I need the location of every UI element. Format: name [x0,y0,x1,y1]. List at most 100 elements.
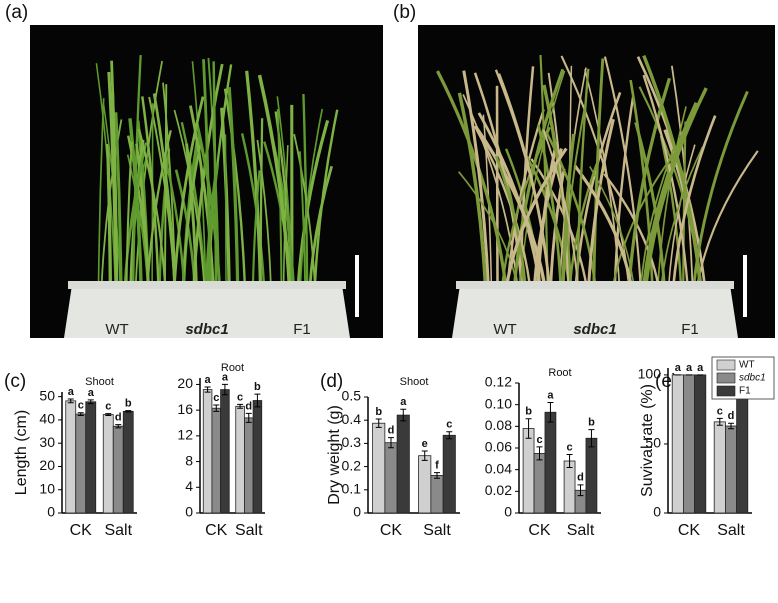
x-tick-label: Salt [235,522,263,539]
panel-label: (b) [393,2,416,23]
leaf [298,151,307,286]
leaf [458,171,518,286]
y-tick-label: 0.12 [485,374,512,390]
leaf [587,118,615,286]
y-tick-label: 0 [653,504,661,520]
significance-letter: d [115,411,122,423]
error-bar [237,403,244,409]
leaf [189,105,215,286]
genotype-label: F1 [293,321,311,338]
leaf [259,118,264,286]
bar [252,400,263,514]
x-tick-label: CK [528,522,551,539]
significance-letter: c [237,391,243,403]
y-tick-label: 0 [353,504,361,520]
leaf [212,61,218,286]
error-bar [115,424,122,429]
error-bar [77,412,84,417]
leaf [603,56,642,286]
error-bar [536,446,543,461]
error-bar [105,413,112,417]
significance-letter: c [567,441,573,453]
bar [694,374,707,514]
significance-letter: a [222,371,229,383]
bar [235,405,245,514]
y-tick-label: 0.06 [485,439,512,455]
leaf [313,109,339,286]
error-bar [245,412,252,423]
error-bar [388,437,394,449]
bar [713,421,726,514]
error-bar [254,393,261,408]
chart-title: Root [548,367,571,379]
error-bar [87,399,94,405]
error-bar [566,454,573,468]
significance-letter: d [388,425,395,437]
leaf [672,115,717,286]
leaf [642,74,689,286]
error-bar [221,383,228,396]
y-tick-label: 40 [39,411,55,427]
y-tick-label: 50 [645,435,661,451]
leaf [256,139,272,286]
leaf [163,154,186,286]
bar [671,374,684,514]
bar [396,414,410,514]
error-bar [213,404,220,412]
bar [384,442,398,514]
leaf [110,91,119,286]
genotype-label: WT [105,321,128,338]
leaf [302,93,309,286]
legend-label: sdbc1 [739,373,766,384]
bar [122,410,134,514]
leaf [137,128,167,286]
error-bar [421,450,428,461]
chart-title: Root [221,362,244,374]
leaf [223,88,247,286]
leaf [152,93,176,286]
error-bar [400,408,407,422]
significance-letter: a [68,386,75,398]
x-tick-label: CK [678,522,701,539]
leaf [227,87,240,286]
leaf [644,87,708,286]
y-tick-label: 0.04 [485,460,512,476]
leaf [114,112,123,286]
significance-letter: a [205,374,212,386]
significance-letter: f [435,460,439,472]
bar [244,417,254,514]
significance-letter: c [446,419,452,431]
bar [430,475,444,514]
legend-swatch [716,359,736,371]
y-tick-label: 0 [185,504,193,520]
y-tick-label: 30 [39,434,55,450]
significance-letter: c [717,405,723,417]
significance-letter: b [125,398,132,410]
panel-label: (c) [4,371,26,392]
legend-swatch [716,385,736,397]
y-tick-label: 0 [504,504,512,520]
leaf [282,145,289,286]
legend-label: WT [739,360,755,371]
leaf [220,107,231,286]
bar [418,455,432,514]
y-tick-label: 50 [39,387,55,403]
y-tick-label: 0 [47,504,55,520]
legend-swatch [716,372,736,384]
leaf [638,86,703,286]
y-axis-label: Suvival rate (%) [639,384,656,497]
y-tick-label: 16 [177,401,193,417]
genotype-label: WT [493,321,516,338]
bar [736,386,749,514]
x-tick-label: Salt [104,522,132,539]
chart-title: Shoot [85,376,114,388]
y-tick-label: 0.4 [342,411,362,427]
x-tick-label: CK [205,522,228,539]
leaf [544,130,597,286]
leaf [576,68,590,286]
bar [372,422,386,514]
y-axis-label: Dry weight (g) [326,405,343,505]
significance-letter: b [375,406,382,418]
error-bar [204,386,211,393]
